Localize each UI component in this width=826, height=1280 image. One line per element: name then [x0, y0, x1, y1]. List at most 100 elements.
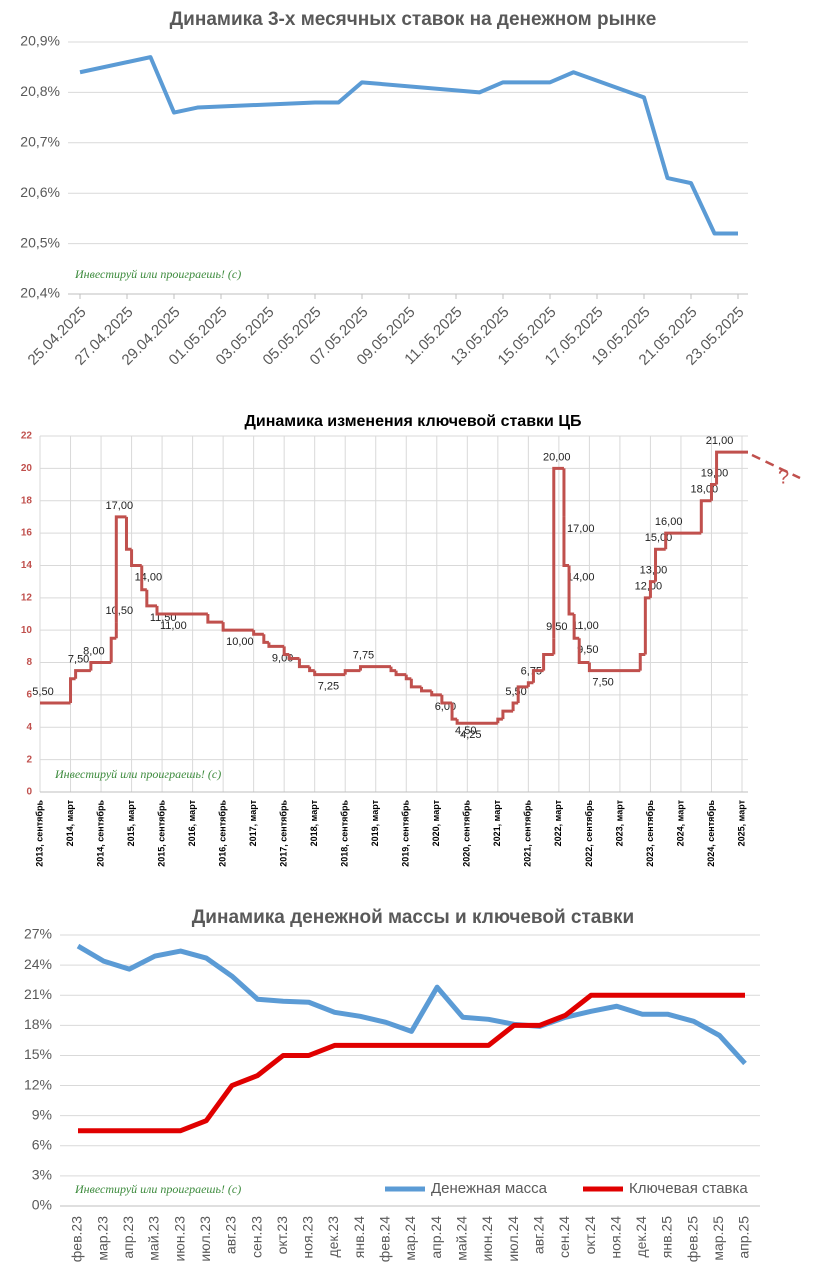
step-line [282, 646, 290, 656]
x-tick-label: 2024, март [675, 799, 685, 846]
y-tick-label: 0 [26, 787, 32, 798]
x-tick-label: 2015, сентябрь [156, 800, 166, 867]
step-line [313, 670, 346, 677]
step-line [130, 549, 142, 567]
x-tick-label: июн.23 [171, 1216, 187, 1262]
y-tick-label: 6 [26, 690, 32, 701]
legend-label: Ключевая ставка [629, 1180, 748, 1197]
step-line [516, 685, 529, 703]
step-line [511, 701, 519, 712]
data-label: 8,00 [83, 645, 104, 657]
x-tick-label: 2016, март [187, 799, 197, 846]
y-tick-label: 4 [26, 722, 32, 733]
step-line [114, 515, 127, 623]
x-tick-label: 2022, март [553, 799, 563, 846]
x-tick-label: 2024, сентябрь [706, 800, 716, 867]
y-tick-label: 20 [21, 463, 33, 474]
step-line [450, 703, 458, 721]
x-tick-label: 2020, сентябрь [462, 800, 472, 867]
step-line [709, 483, 717, 501]
step-line [252, 630, 264, 636]
x-tick-label: мар.24 [402, 1216, 418, 1261]
step-line [420, 686, 432, 693]
x-tick-label: 2015, март [126, 799, 136, 846]
x-tick-label: апр.23 [120, 1216, 136, 1259]
x-tick-label: 2018, сентябрь [340, 800, 350, 867]
x-tick-label: 2020, март [431, 799, 441, 846]
step-line [526, 681, 534, 687]
y-tick-label: 12% [24, 1076, 52, 1092]
x-tick-label: 2021, март [492, 799, 502, 846]
x-tick-label: 2023, март [614, 799, 624, 846]
legend-label: Денежная масса [431, 1180, 548, 1197]
y-tick-label: 18% [24, 1016, 52, 1032]
step-line [496, 717, 503, 724]
y-tick-label: 21% [24, 986, 52, 1002]
step-line [74, 669, 91, 679]
x-tick-label: мар.25 [710, 1216, 726, 1261]
x-tick-label: июл.23 [197, 1216, 213, 1262]
x-tick-label: 2014, март [65, 799, 75, 846]
data-label: 17,00 [106, 500, 134, 512]
step-line [409, 678, 422, 689]
step-line [287, 654, 300, 660]
chart-title: Динамика 3-х месячных ставок на денежном… [170, 9, 657, 30]
x-tick-label: янв.25 [659, 1216, 675, 1258]
x-tick-label: дек.23 [325, 1216, 341, 1258]
data-label: 6,75 [521, 666, 542, 678]
data-label: 4,25 [460, 729, 481, 741]
x-tick-label: 2023, сентябрь [645, 800, 655, 867]
data-label: 11,00 [160, 620, 187, 632]
y-tick-label: 9% [32, 1106, 52, 1122]
x-tick-label: ноя.24 [607, 1216, 623, 1259]
x-tick-label: фев.25 [684, 1216, 700, 1262]
x-tick-label: 2018, март [309, 799, 319, 846]
y-tick-label: 20,6% [20, 184, 60, 200]
step-line [699, 499, 712, 534]
step-line [358, 665, 391, 671]
x-tick-label: июл.24 [505, 1216, 521, 1262]
step-line [69, 677, 76, 703]
step-line [562, 516, 570, 567]
x-tick-label: дек.24 [633, 1216, 649, 1258]
step-line [648, 580, 656, 598]
x-tick-label: апр.24 [428, 1216, 444, 1259]
x-tick-label: 2013, сентябрь [34, 800, 44, 867]
y-tick-label: 15% [24, 1046, 52, 1062]
data-label: 14,00 [135, 571, 163, 583]
series-line [79, 55, 738, 236]
x-tick-label: 2016, сентябрь [218, 800, 228, 867]
step-line [715, 450, 748, 485]
step-line [440, 694, 453, 705]
y-tick-label: 2 [26, 754, 32, 765]
step-line [643, 596, 651, 655]
step-line [389, 666, 397, 673]
x-tick-label: окт.23 [274, 1216, 290, 1255]
step-line [155, 605, 208, 616]
data-label: 17,00 [567, 523, 595, 535]
x-tick-label: фев.24 [377, 1216, 393, 1262]
data-label: 11,00 [572, 620, 599, 632]
y-tick-label: 20,8% [20, 83, 60, 99]
y-tick-label: 6% [32, 1136, 52, 1152]
forecast-dash [751, 453, 801, 480]
data-label: 10,50 [106, 605, 134, 617]
data-label: 16,00 [655, 516, 683, 528]
step-line [109, 636, 117, 663]
step-line [455, 719, 498, 725]
step-line [124, 516, 132, 551]
x-tick-label: 2017, март [248, 799, 258, 846]
data-label: 20,00 [543, 451, 571, 463]
data-label: 10,00 [226, 636, 254, 648]
step-line [221, 622, 254, 632]
step-line [343, 669, 361, 675]
data-label: 12,00 [635, 581, 663, 593]
y-tick-label: 8 [26, 657, 32, 668]
step-line [206, 614, 224, 624]
step-line [552, 466, 564, 639]
step-line [542, 652, 554, 671]
step-line [664, 531, 702, 550]
watermark: Инвестируй или проиграешь! (с) [74, 1182, 241, 1196]
x-tick-label: 2017, сентябрь [279, 800, 289, 867]
